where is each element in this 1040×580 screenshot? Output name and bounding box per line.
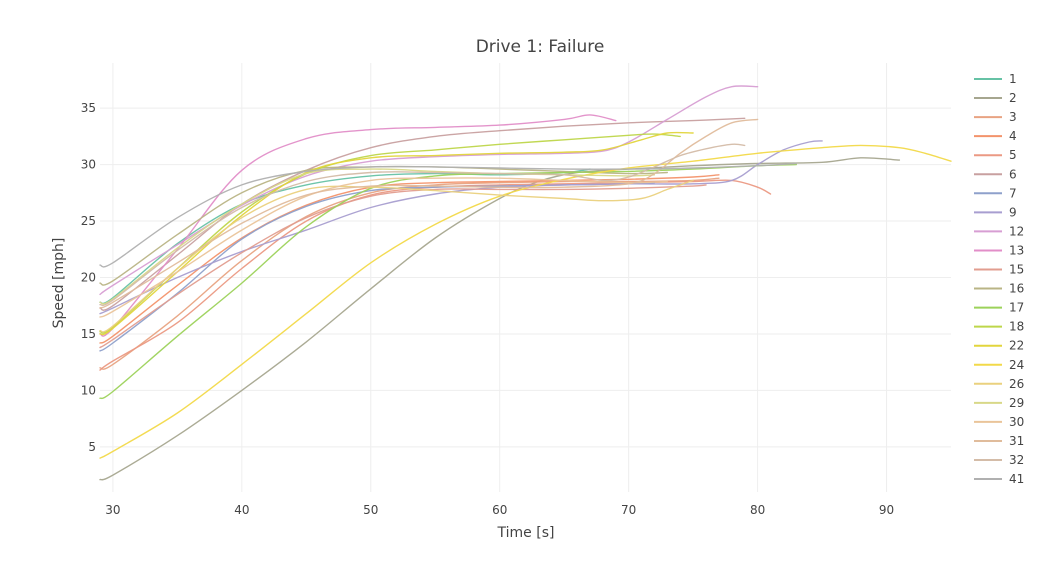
legend-item-15[interactable]: 15: [974, 263, 1024, 277]
chart-title: Drive 1: Failure: [476, 37, 605, 57]
legend-label: 31: [1009, 434, 1024, 448]
y-tick-label: 20: [81, 271, 96, 285]
series-line-6: [99, 117, 746, 311]
series-line-15: [99, 184, 707, 349]
legend-item-12[interactable]: 12: [974, 224, 1024, 238]
legend-item-29[interactable]: 29: [974, 396, 1024, 410]
legend-item-1[interactable]: 1: [974, 72, 1017, 86]
y-tick-label: 35: [81, 101, 96, 115]
legend-label: 16: [1009, 282, 1024, 296]
series-line-30: [99, 177, 668, 318]
legend-label: 13: [1009, 243, 1024, 257]
x-tick-label: 60: [492, 503, 507, 517]
legend-item-17[interactable]: 17: [974, 301, 1024, 315]
series-line-5: [99, 179, 772, 371]
legend-label: 30: [1009, 415, 1024, 429]
legend-item-22[interactable]: 22: [974, 339, 1024, 353]
gridlines: [100, 63, 951, 492]
series-line-12: [99, 85, 759, 296]
legend-label: 9: [1009, 205, 1017, 219]
series-line-26: [99, 179, 694, 333]
legend-label: 6: [1009, 167, 1017, 181]
legend-label: 1: [1009, 72, 1017, 86]
legend-item-18[interactable]: 18: [974, 320, 1024, 334]
legend-item-13[interactable]: 13: [974, 243, 1024, 257]
legend-label: 3: [1009, 110, 1017, 124]
legend-label: 18: [1009, 320, 1024, 334]
series-line-24: [99, 144, 952, 459]
x-tick-label: 30: [105, 503, 120, 517]
legend-item-41[interactable]: 41: [974, 472, 1024, 486]
legend-label: 41: [1009, 472, 1024, 486]
y-tick-label: 10: [81, 383, 96, 397]
legend-item-7[interactable]: 7: [974, 186, 1017, 200]
legend-item-30[interactable]: 30: [974, 415, 1024, 429]
legend-item-5[interactable]: 5: [974, 148, 1017, 162]
legend-item-4[interactable]: 4: [974, 129, 1017, 143]
x-tick-label: 80: [750, 503, 765, 517]
x-axis-label: Time [s]: [497, 525, 555, 541]
x-tick-label: 90: [879, 503, 894, 517]
series-line-18: [99, 133, 681, 334]
legend-label: 17: [1009, 301, 1024, 315]
plot-area: [99, 85, 952, 481]
legend-label: 15: [1009, 263, 1024, 277]
y-tick-label: 5: [88, 440, 96, 454]
legend-label: 4: [1009, 129, 1017, 143]
legend-item-6[interactable]: 6: [974, 167, 1017, 181]
legend-item-9[interactable]: 9: [974, 205, 1017, 219]
legend-item-3[interactable]: 3: [974, 110, 1017, 124]
legend-label: 12: [1009, 224, 1024, 238]
x-tick-label: 70: [621, 503, 636, 517]
legend-label: 22: [1009, 339, 1024, 353]
legend-label: 5: [1009, 148, 1017, 162]
legend-label: 2: [1009, 91, 1017, 105]
series-line-9: [99, 140, 823, 315]
series-line-32: [99, 143, 746, 307]
series-line-29: [99, 168, 656, 305]
x-tick-label: 50: [363, 503, 378, 517]
legend-item-26[interactable]: 26: [974, 377, 1024, 391]
series-line-31: [99, 118, 759, 309]
legend-label: 32: [1009, 453, 1024, 467]
y-axis-label: Speed [mph]: [51, 238, 67, 329]
y-tick-label: 25: [81, 214, 96, 228]
legend-item-31[interactable]: 31: [974, 434, 1024, 448]
series-line-13: [99, 114, 617, 337]
legend-item-24[interactable]: 24: [974, 358, 1024, 372]
legend-item-16[interactable]: 16: [974, 282, 1024, 296]
legend-item-2[interactable]: 2: [974, 91, 1017, 105]
legend-label: 29: [1009, 396, 1024, 410]
legend-label: 26: [1009, 377, 1024, 391]
legend-label: 7: [1009, 186, 1017, 200]
y-tick-label: 30: [81, 158, 96, 172]
series-line-4: [99, 174, 720, 344]
legend-item-32[interactable]: 32: [974, 453, 1024, 467]
x-tick-label: 40: [234, 503, 249, 517]
series-line-41: [99, 162, 797, 268]
legend-label: 24: [1009, 358, 1024, 372]
y-tick-label: 15: [81, 327, 96, 341]
axis-ticks: 30 40 50 60 70 80 90 5 10 15 20 25 30 35: [81, 101, 894, 517]
series-line-17: [99, 163, 797, 400]
